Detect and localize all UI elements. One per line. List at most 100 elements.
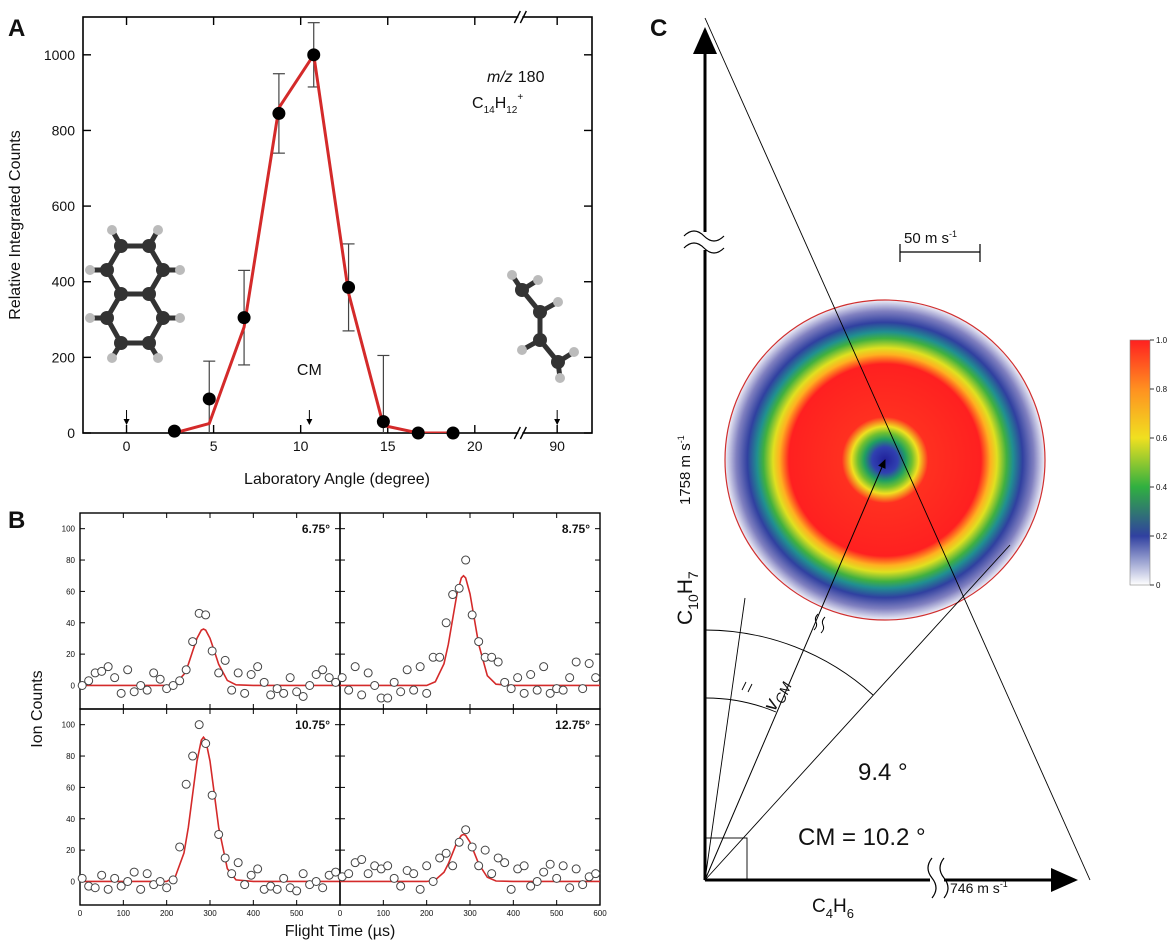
x-tick-label: 0 — [123, 438, 131, 454]
formula-annotation: C14H12+ — [472, 92, 523, 116]
data-point — [494, 658, 502, 666]
data-point — [592, 674, 600, 682]
y-tick-label: 100 — [62, 525, 76, 534]
data-point — [91, 884, 99, 892]
data-point — [260, 678, 268, 686]
data-point — [520, 689, 528, 697]
data-point — [527, 671, 535, 679]
data-point — [377, 415, 390, 428]
data-point — [442, 619, 450, 627]
data-point — [228, 870, 236, 878]
data-point — [358, 691, 366, 699]
data-point — [85, 677, 93, 685]
data-point — [423, 689, 431, 697]
fit-line — [80, 737, 340, 881]
x-tick-label: 20 — [467, 438, 483, 454]
data-point — [592, 870, 600, 878]
data-point — [384, 862, 392, 870]
y-tick-label: 60 — [66, 587, 75, 596]
data-point — [124, 877, 132, 885]
x-tick-label: 500 — [550, 909, 564, 918]
naphthalene-icon — [85, 225, 185, 363]
y-axis-label: Relative Integrated Counts — [7, 130, 24, 319]
data-point — [416, 663, 424, 671]
data-point — [423, 862, 431, 870]
data-point — [566, 884, 574, 892]
data-point — [241, 689, 249, 697]
colorbar-tick-label: 0 — [1156, 581, 1161, 590]
data-point — [447, 427, 460, 440]
data-point — [364, 870, 372, 878]
colorbar-tick-label: 0.6 — [1156, 434, 1167, 443]
data-point — [412, 427, 425, 440]
data-point — [176, 843, 184, 851]
figure: A Relative Integrated Counts Laboratory … — [0, 0, 1167, 944]
colorbar-tick-label: 0.8 — [1156, 385, 1167, 394]
data-point — [117, 689, 125, 697]
x-tick-label: 600 — [593, 909, 607, 918]
data-point — [272, 107, 285, 120]
y-tick-label: 800 — [52, 122, 76, 138]
data-point — [533, 877, 541, 885]
data-point — [546, 860, 554, 868]
data-point — [455, 584, 463, 592]
data-point — [286, 674, 294, 682]
x-tick-label: 5 — [210, 438, 218, 454]
y-tick-label: 80 — [66, 752, 75, 761]
colorbar-tick-label: 0.4 — [1156, 483, 1167, 492]
data-point — [559, 686, 567, 694]
data-point — [462, 826, 470, 834]
panel-frame — [80, 513, 340, 709]
data-point — [468, 611, 476, 619]
data-point — [203, 392, 216, 405]
y-tick-label: 0 — [67, 425, 75, 441]
data-point — [585, 660, 593, 668]
data-point — [215, 830, 223, 838]
y-tick-label: 40 — [66, 619, 75, 628]
plot-area — [174, 23, 453, 488]
panel-frame — [340, 709, 600, 905]
data-point — [488, 870, 496, 878]
page: {"chart_data":[ {"type":"scatter","panel… — [0, 0, 1167, 944]
data-point — [215, 669, 223, 677]
data-point — [540, 868, 548, 876]
arrow-label: CM — [297, 362, 322, 379]
data-point — [345, 870, 353, 878]
colorbar-tick-label: 0.2 — [1156, 532, 1167, 541]
data-point — [254, 663, 262, 671]
data-point — [234, 669, 242, 677]
data-point — [462, 556, 470, 564]
data-point — [579, 685, 587, 693]
data-point — [397, 882, 405, 890]
x-axis-label: Laboratory Angle (degree) — [244, 471, 430, 488]
data-point — [228, 686, 236, 694]
data-point — [267, 691, 275, 699]
data-point — [540, 663, 548, 671]
data-point — [299, 870, 307, 878]
data-point — [176, 677, 184, 685]
data-point — [351, 663, 359, 671]
y-tick-label: 0 — [71, 877, 76, 886]
panel-label: A — [8, 15, 25, 42]
data-point — [168, 425, 181, 438]
y-tick-label: 600 — [52, 198, 76, 214]
data-point — [169, 876, 177, 884]
panel-label: C — [650, 15, 667, 42]
y-tick-label: 400 — [52, 274, 76, 290]
data-point — [307, 48, 320, 61]
data-point — [358, 856, 366, 864]
vertical-speed-label: 1758 m s-1 — [676, 435, 694, 505]
data-point — [98, 871, 106, 879]
data-point — [189, 638, 197, 646]
y-axis-label: Ion Counts — [29, 670, 46, 747]
data-point — [234, 859, 242, 867]
data-point — [501, 678, 509, 686]
data-point — [202, 739, 210, 747]
panel-angle-label: 8.75° — [562, 522, 590, 536]
data-point — [390, 678, 398, 686]
data-point — [449, 591, 457, 599]
data-point — [436, 653, 444, 661]
x-tick-label: 0 — [338, 909, 343, 918]
data-point — [416, 885, 424, 893]
